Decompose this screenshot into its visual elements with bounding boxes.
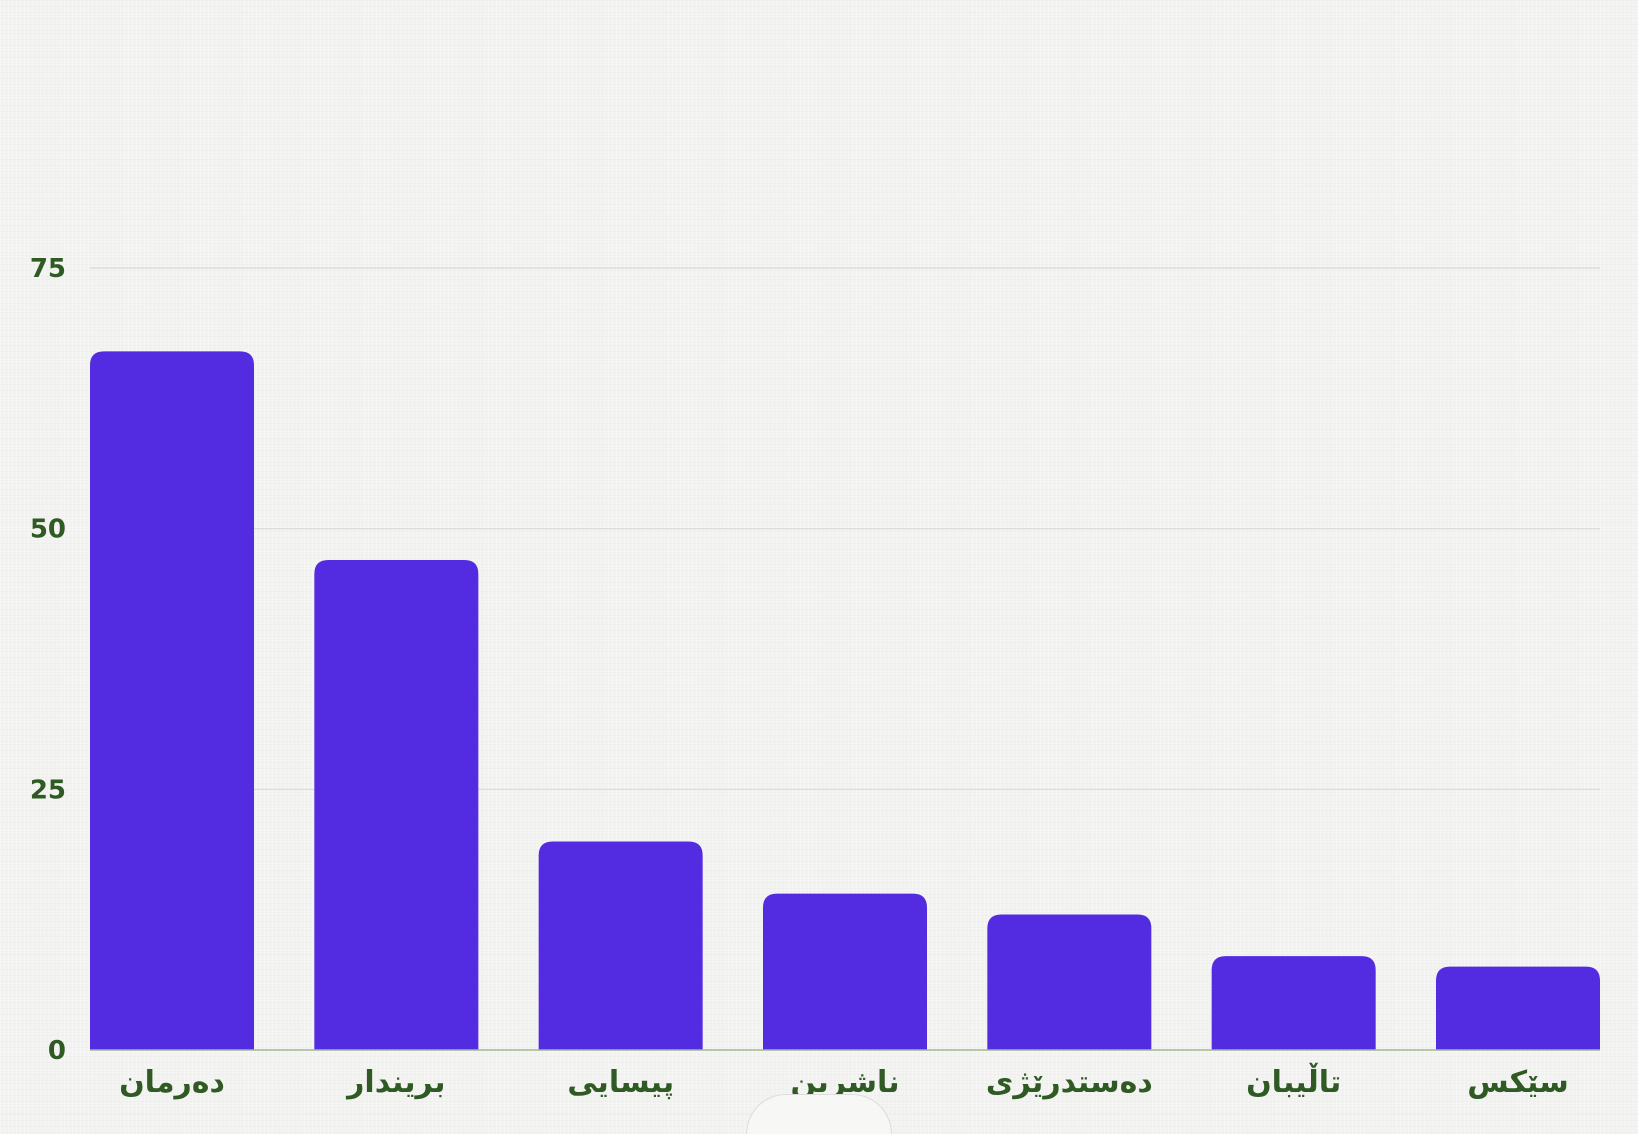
x-tick-label: سێکس	[1467, 1065, 1569, 1100]
bar[interactable]	[314, 559, 479, 1050]
y-tick-label: 75	[30, 254, 66, 284]
x-tick-label: دەستدرێژی	[986, 1065, 1153, 1100]
x-tick-label: بریندار	[345, 1065, 445, 1100]
y-tick-label: 50	[30, 515, 66, 545]
y-tick-label: 25	[30, 775, 66, 805]
bottom-tab-handle[interactable]	[746, 1094, 892, 1134]
x-tick-label: دەرمان	[119, 1065, 225, 1100]
bar[interactable]	[763, 893, 927, 1050]
bar[interactable]	[90, 351, 254, 1050]
bar[interactable]	[1436, 966, 1600, 1050]
bar[interactable]	[1211, 956, 1376, 1050]
x-tick-label: تاڵیبان	[1246, 1063, 1341, 1100]
x-tick-label: پیسایی	[567, 1065, 674, 1100]
y-tick-label: 0	[48, 1036, 66, 1066]
bar[interactable]	[538, 841, 703, 1050]
bar[interactable]	[987, 914, 1152, 1050]
